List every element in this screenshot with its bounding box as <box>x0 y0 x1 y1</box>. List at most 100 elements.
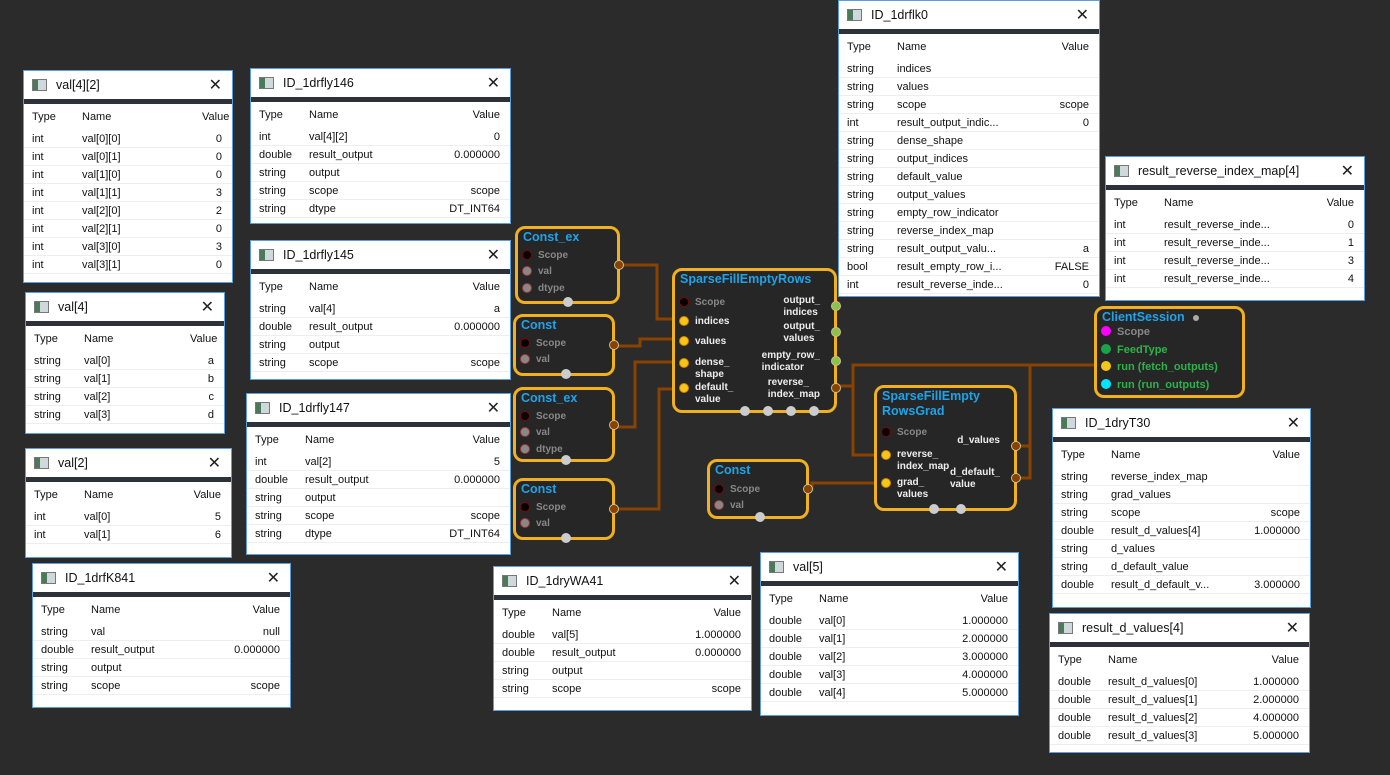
output-port-icon[interactable] <box>1011 441 1021 451</box>
column-header[interactable]: Name <box>82 111 112 123</box>
table-row[interactable]: int val[0][0] 0 <box>24 130 232 148</box>
table-row[interactable]: double result_d_values[2] 4.000000 <box>1050 709 1309 727</box>
input-port-icon[interactable] <box>881 427 891 437</box>
bottom-port-icon[interactable] <box>563 297 573 307</box>
table-row[interactable]: double result_d_values[1] 2.000000 <box>1050 691 1309 709</box>
table-row[interactable]: string val[2] c <box>26 388 224 406</box>
table-row[interactable]: int val[2][0] 2 <box>24 202 232 220</box>
table-row[interactable]: string d_default_value <box>1053 558 1310 576</box>
panel-title-bar[interactable]: ID_1drfly147 ✕ <box>247 394 510 422</box>
output-port-icon[interactable] <box>609 504 619 514</box>
input-port-icon[interactable] <box>522 250 532 260</box>
column-header[interactable]: Value <box>1061 41 1089 53</box>
input-port-icon[interactable] <box>881 478 891 488</box>
column-header[interactable]: Value <box>713 607 741 619</box>
column-header[interactable]: Name <box>91 604 121 616</box>
table-row[interactable]: double val[3] 4.000000 <box>761 666 1018 684</box>
column-header[interactable]: Value <box>1272 449 1300 461</box>
graph-node[interactable]: Const Scope val <box>513 314 619 379</box>
input-port-icon[interactable] <box>679 336 689 346</box>
table-row[interactable]: string output <box>251 164 510 182</box>
output-port-icon[interactable] <box>614 260 624 270</box>
table-row[interactable]: double result_d_values[4] 1.000000 <box>1053 522 1310 540</box>
column-header[interactable]: Type <box>847 41 871 53</box>
bottom-port-icon[interactable] <box>740 406 750 416</box>
table-row[interactable]: int result_reverse_inde... 1 <box>1106 234 1364 252</box>
input-port-icon[interactable] <box>679 383 689 393</box>
column-header[interactable]: Type <box>1114 197 1138 209</box>
column-header[interactable]: Name <box>1111 449 1141 461</box>
column-header[interactable]: Type <box>34 489 58 501</box>
table-row[interactable]: string scope scope <box>1053 504 1310 522</box>
input-port-icon[interactable] <box>520 518 530 528</box>
output-port-icon[interactable] <box>831 327 841 337</box>
table-row[interactable]: string scope scope <box>251 182 510 200</box>
table-row[interactable]: double result_d_values[0] 1.000000 <box>1050 673 1309 691</box>
input-port-icon[interactable] <box>520 444 530 454</box>
table-row[interactable]: double result_output 0.000000 <box>247 471 510 489</box>
column-header[interactable]: Name <box>84 333 114 345</box>
table-row[interactable]: int val[2][1] 0 <box>24 220 232 238</box>
column-header[interactable]: Value <box>1271 654 1299 666</box>
column-header[interactable]: Value <box>202 111 230 123</box>
table-row[interactable]: string output_indices <box>839 150 1099 168</box>
bottom-port-icon[interactable] <box>561 533 571 543</box>
column-header[interactable]: Name <box>84 489 114 501</box>
table-row[interactable]: int val[1][1] 3 <box>24 184 232 202</box>
close-icon[interactable]: ✕ <box>1075 7 1089 24</box>
panel-title-bar[interactable]: ID_1dryWA41 ✕ <box>494 567 751 595</box>
panel-title-bar[interactable]: ID_1drfly146 ✕ <box>251 69 510 97</box>
column-header[interactable]: Type <box>259 109 283 121</box>
bottom-port-icon[interactable] <box>809 406 819 416</box>
column-header[interactable]: Type <box>32 111 56 123</box>
input-port-icon[interactable] <box>881 450 891 460</box>
input-port-icon[interactable] <box>1101 361 1111 371</box>
input-port-icon[interactable] <box>520 338 530 348</box>
bottom-port-icon[interactable] <box>763 406 773 416</box>
table-row[interactable]: int val[1] 6 <box>26 526 231 544</box>
input-port-icon[interactable] <box>522 266 532 276</box>
input-port-icon[interactable] <box>714 484 724 494</box>
column-header[interactable]: Value <box>472 281 500 293</box>
table-row[interactable]: int val[0][1] 0 <box>24 148 232 166</box>
table-row[interactable]: string val[1] b <box>26 370 224 388</box>
panel-title-bar[interactable]: val[5] ✕ <box>761 553 1018 581</box>
table-row[interactable]: int result_reverse_inde... 3 <box>1106 252 1364 270</box>
close-icon[interactable]: ✕ <box>1285 620 1299 637</box>
table-row[interactable]: string dtype DT_INT64 <box>247 525 510 543</box>
column-header[interactable]: Type <box>1058 654 1082 666</box>
column-header[interactable]: Type <box>259 281 283 293</box>
output-port-icon[interactable] <box>1011 473 1021 483</box>
table-row[interactable]: string val[4] a <box>251 300 510 318</box>
table-row[interactable]: string scope scope <box>33 677 290 695</box>
bottom-port-icon[interactable] <box>786 406 796 416</box>
table-row[interactable]: double result_d_values[3] 5.000000 <box>1050 727 1309 745</box>
panel-title-bar[interactable]: ID_1dryT30 ✕ <box>1053 409 1310 437</box>
column-header[interactable]: Name <box>1108 654 1138 666</box>
table-row[interactable]: string reverse_index_map <box>1053 468 1310 486</box>
table-row[interactable]: string d_values <box>1053 540 1310 558</box>
table-row[interactable]: string empty_row_indicator <box>839 204 1099 222</box>
table-row[interactable]: int result_reverse_inde... 0 <box>839 276 1099 294</box>
table-row[interactable]: string values <box>839 78 1099 96</box>
close-icon[interactable]: ✕ <box>486 75 500 92</box>
column-header[interactable]: Value <box>472 109 500 121</box>
graph-node[interactable]: Const_ex Scope val dtype <box>513 387 619 465</box>
input-port-icon[interactable] <box>679 316 689 326</box>
output-port-icon[interactable] <box>609 340 619 350</box>
table-row[interactable]: string output_values <box>839 186 1099 204</box>
table-row[interactable]: bool result_empty_row_i... FALSE <box>839 258 1099 276</box>
table-row[interactable]: int result_output_indic... 0 <box>839 114 1099 132</box>
column-header[interactable]: Value <box>472 434 500 446</box>
graph-node[interactable]: Const_ex Scope val dtype <box>515 226 624 307</box>
input-port-icon[interactable] <box>1101 326 1111 336</box>
bottom-port-icon[interactable] <box>561 455 571 465</box>
column-header[interactable]: Name <box>305 434 335 446</box>
input-port-icon[interactable] <box>679 297 689 307</box>
input-port-icon[interactable] <box>714 500 724 510</box>
column-header[interactable]: Value <box>1326 197 1354 209</box>
panel-title-bar[interactable]: ID_1drfK841 ✕ <box>33 564 290 592</box>
close-icon[interactable]: ✕ <box>208 77 222 94</box>
table-row[interactable]: int val[1][0] 0 <box>24 166 232 184</box>
table-row[interactable]: int val[4][2] 0 <box>251 128 510 146</box>
